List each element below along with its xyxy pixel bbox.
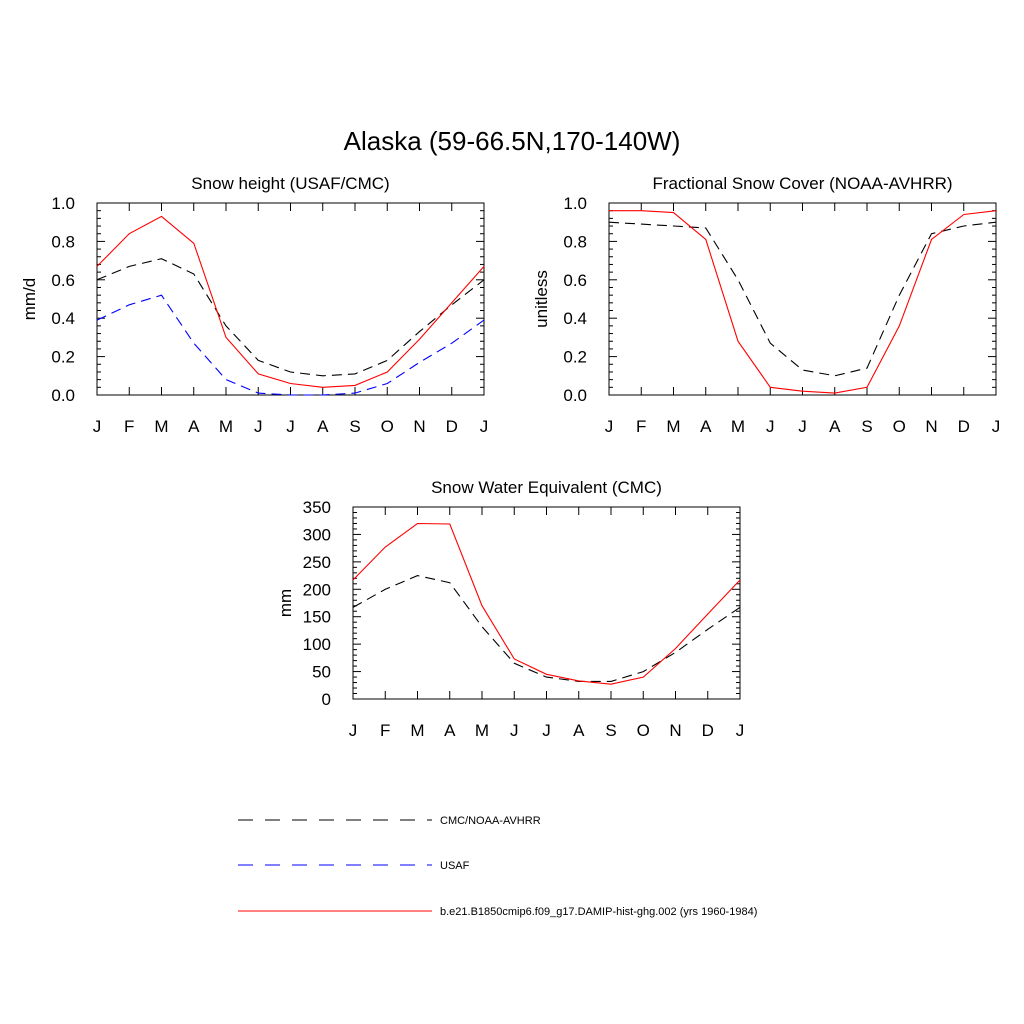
plot-frame [96, 202, 485, 396]
x-tick-label: F [380, 721, 390, 740]
legend-label-obs: CMC/NOAA-AVHRR [440, 815, 541, 827]
y-tick-label: 300 [303, 525, 331, 544]
x-tick-label: M [475, 721, 489, 740]
x-tick-label: O [893, 417, 906, 436]
x-tick-label: F [124, 417, 134, 436]
x-tick-label: D [958, 417, 970, 436]
x-tick-label: J [542, 721, 551, 740]
series-line-cmc-noaa-avhrr [352, 575, 741, 682]
x-tick-label: J [736, 721, 745, 740]
figure-title: Alaska (59-66.5N,170-140W) [344, 126, 681, 156]
x-tick-label: D [446, 417, 458, 436]
x-tick-label: J [766, 417, 775, 436]
series-line-usaf [96, 294, 485, 396]
x-tick-label: J [254, 417, 263, 436]
y-tick-label: 1.0 [563, 194, 587, 213]
y-tick-label: 200 [303, 580, 331, 599]
x-tick-label: A [573, 721, 585, 740]
plot-frame [608, 202, 997, 396]
x-tick-label: M [410, 721, 424, 740]
chart-fractional-snow-cover: Fractional Snow Cover (NOAA-AVHRR) unitle… [532, 174, 1000, 436]
legend-label-model: b.e21.B1850cmip6.f09_g17.DAMIP-hist-ghg.… [440, 906, 757, 918]
x-tick-label: A [317, 417, 329, 436]
x-tick-label: J [992, 417, 1001, 436]
series-line-cmc-noaa-avhrr [96, 258, 485, 377]
series-line-b-e21-b1850cmip6-f09-g17-damip [352, 522, 741, 685]
y-tick-label: 0.8 [563, 232, 587, 251]
y-axis-label: unitless [532, 270, 551, 328]
y-tick-label: 0.2 [563, 348, 587, 367]
y-tick-label: 0.0 [51, 386, 75, 405]
y-tick-label: 0.6 [51, 271, 75, 290]
x-tick-label: J [605, 417, 614, 436]
x-tick-label: J [349, 721, 358, 740]
x-tick-label: F [636, 417, 646, 436]
y-tick-label: 0.4 [563, 309, 587, 328]
y-tick-label: 350 [303, 498, 331, 517]
y-tick-label: 0.4 [51, 309, 75, 328]
x-tick-label: M [154, 417, 168, 436]
x-tick-label: N [669, 721, 681, 740]
x-tick-label: J [93, 417, 102, 436]
x-tick-label: N [925, 417, 937, 436]
x-tick-label: M [731, 417, 745, 436]
chart-snow-water-equivalent: Snow Water Equivalent (CMC) mm 0 50 100 150 20… [276, 478, 744, 740]
series-line-b-e21-b1850cmip6-f09-g17-damip [609, 210, 997, 394]
series-line-cmc-noaa-avhrr [608, 221, 997, 377]
y-tick-label: 150 [303, 608, 331, 627]
x-tick-label: D [702, 721, 714, 740]
x-tick-label: J [510, 721, 519, 740]
x-tick-label: A [444, 721, 456, 740]
x-tick-label: J [286, 417, 295, 436]
legend-label-usaf: USAF [440, 860, 470, 872]
chart-snow-height: Snow height (USAF/CMC) mm/d 0.0 0.2 0.4 0.6 0.… [20, 174, 488, 436]
y-axis-label: mm [276, 589, 295, 617]
x-tick-label: J [798, 417, 807, 436]
x-tick-label: O [381, 417, 394, 436]
y-tick-label: 0.2 [51, 348, 75, 367]
y-tick-label: 0.6 [563, 271, 587, 290]
y-tick-label: 0 [322, 690, 331, 709]
chart-title: Snow height (USAF/CMC) [191, 174, 389, 193]
x-tick-label: N [413, 417, 425, 436]
x-tick-label: S [605, 721, 616, 740]
y-axis-label: mm/d [20, 278, 39, 321]
y-tick-label: 250 [303, 553, 331, 572]
x-tick-label: J [480, 417, 489, 436]
y-tick-label: 100 [303, 635, 331, 654]
chart-title: Fractional Snow Cover (NOAA-AVHRR) [652, 174, 952, 193]
x-tick-label: S [861, 417, 872, 436]
x-tick-label: A [188, 417, 200, 436]
series-line-b-e21-b1850cmip6-f09-g17-damip [96, 215, 485, 388]
x-tick-label: O [637, 721, 650, 740]
x-tick-label: A [700, 417, 712, 436]
y-tick-label: 0.0 [563, 386, 587, 405]
x-tick-label: S [349, 417, 360, 436]
plot-frame [352, 506, 741, 700]
legend: CMC/NOAA-AVHRR USAF b.e21.B1850cmip6.f09… [238, 815, 757, 918]
x-tick-label: M [219, 417, 233, 436]
y-tick-label: 50 [312, 663, 331, 682]
x-tick-label: A [829, 417, 841, 436]
chart-title: Snow Water Equivalent (CMC) [431, 478, 662, 497]
x-tick-label: M [666, 417, 680, 436]
y-tick-label: 0.8 [51, 232, 75, 251]
y-tick-label: 1.0 [51, 194, 75, 213]
